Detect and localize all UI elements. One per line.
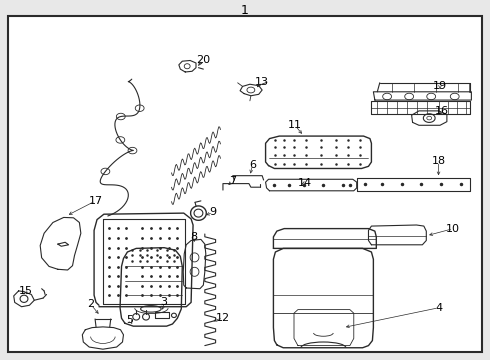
Text: 12: 12 <box>216 312 230 323</box>
Text: 1: 1 <box>241 4 249 17</box>
Text: 6: 6 <box>249 160 256 170</box>
Text: 2: 2 <box>87 299 94 309</box>
Text: 18: 18 <box>432 156 445 166</box>
Text: 14: 14 <box>298 178 312 188</box>
Text: 7: 7 <box>229 176 236 186</box>
Text: 4: 4 <box>435 303 442 313</box>
Text: 8: 8 <box>190 232 197 242</box>
Text: 15: 15 <box>19 286 32 296</box>
Text: 13: 13 <box>255 77 269 87</box>
Text: 20: 20 <box>196 55 210 66</box>
Text: 10: 10 <box>446 224 460 234</box>
Text: 9: 9 <box>210 207 217 217</box>
Text: 11: 11 <box>288 120 302 130</box>
Text: 17: 17 <box>89 196 102 206</box>
Text: 19: 19 <box>433 81 447 91</box>
Text: 3: 3 <box>161 297 168 307</box>
Text: 5: 5 <box>126 315 133 325</box>
Text: 16: 16 <box>435 106 449 116</box>
